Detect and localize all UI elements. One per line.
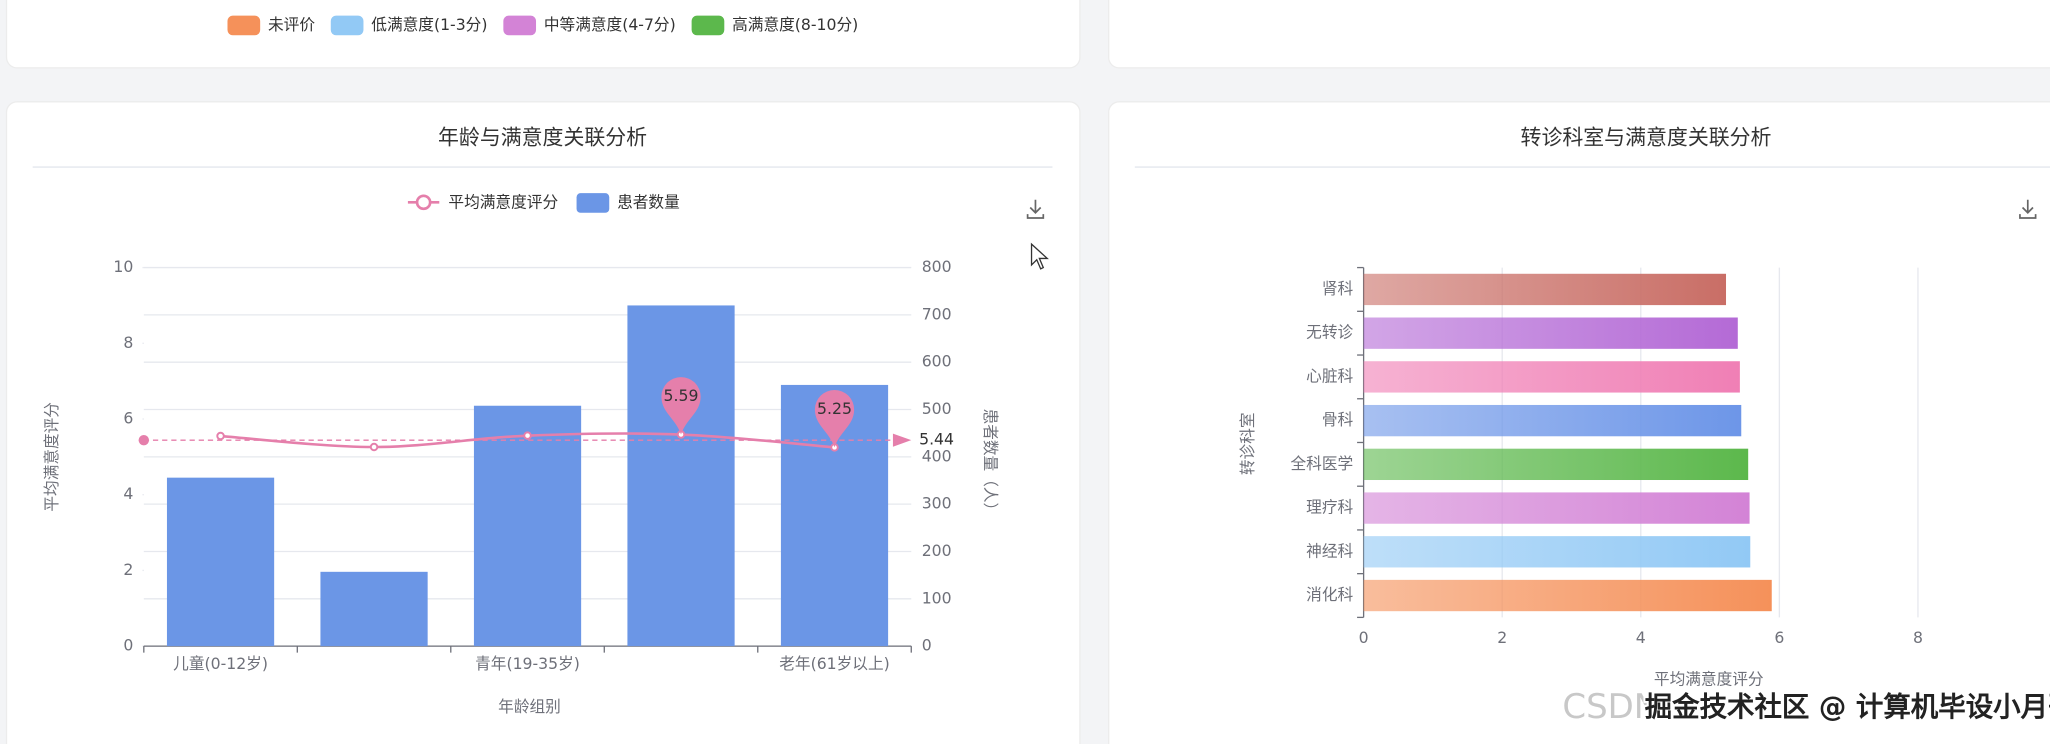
bar <box>166 477 275 647</box>
x-tick-label: 4 <box>1636 628 1646 647</box>
mark-label: 5.25 <box>817 399 852 418</box>
legend-label: 低满意度(1-3分) <box>371 15 487 34</box>
y-tick-label: 骨科 <box>1322 410 1354 429</box>
x-tick-label: 6 <box>1774 628 1784 647</box>
y2-tick-label: 700 <box>922 304 952 323</box>
y-tick-label: 6 <box>123 408 133 427</box>
y2-axis-title: 患者数量（人） <box>981 409 1000 519</box>
card <box>5 0 1081 69</box>
y2-tick-label: 0 <box>922 636 932 655</box>
chart-title: 年龄与满意度关联分析 <box>438 125 647 149</box>
mark-pin <box>661 377 701 435</box>
y-tick-label: 4 <box>123 484 133 503</box>
download-icon <box>1026 199 1045 219</box>
download-button[interactable] <box>1026 199 1045 219</box>
download-icon <box>2019 199 2037 219</box>
cursor <box>1030 242 1049 270</box>
x-tick-label: 2 <box>1497 628 1507 647</box>
bar <box>1363 361 1740 393</box>
y-tick-label: 肾科 <box>1322 279 1354 298</box>
y-tick-label: 8 <box>123 333 133 352</box>
legend-label: 患者数量 <box>617 192 680 211</box>
watermark: 掘金技术社区 @ 计算机毕设小月哥 <box>1645 691 2050 723</box>
average-line-arrow <box>892 433 912 447</box>
y-tick-label: 2 <box>123 560 133 579</box>
y2-tick-label: 200 <box>922 541 952 560</box>
bar <box>1363 536 1751 568</box>
y-tick-label: 无转诊 <box>1306 323 1353 342</box>
legend-label: 平均满意度评分 <box>448 192 558 211</box>
mark-label: 5.59 <box>664 386 699 405</box>
bar <box>627 305 735 647</box>
card <box>1108 0 2050 69</box>
x-tick-label: 儿童(0-12岁) <box>173 654 268 673</box>
bar <box>1363 492 1750 524</box>
bar <box>320 571 428 647</box>
legend: 未评价 低满意度(1-3分) 中等满意度(4-7分) 高满意度(8-10分) <box>227 15 858 36</box>
legend-swatch <box>576 193 610 213</box>
x-axis-title: 年龄组别 <box>498 697 561 716</box>
bar <box>1363 579 1772 612</box>
y-tick-label: 10 <box>113 257 133 276</box>
legend-swatch <box>227 15 261 36</box>
y-tick-label: 神经科 <box>1306 541 1353 560</box>
chart-title: 转诊科室与满意度关联分析 <box>1521 125 1772 149</box>
y-tick-label: 0 <box>123 636 133 655</box>
y2-tick-label: 300 <box>922 494 952 513</box>
x-tick-label: 老年(61岁以上) <box>779 654 890 673</box>
y2-tick-label: 400 <box>922 446 952 465</box>
point <box>216 431 225 441</box>
chart: 年龄与满意度关联分析 0 100 200 300 400 500 600 700 800 0 2 4 6 8… <box>42 125 1000 716</box>
y-tick-label: 理疗科 <box>1306 498 1353 517</box>
average-line-label: 5.44 <box>919 430 954 449</box>
chart: 转诊科室与满意度关联分析 0 2 4 6 8 肾科无转诊心脏科骨科全科医学理疗科神经科消化科… <box>1238 125 1923 688</box>
average-line-start <box>138 434 150 446</box>
watermark: CSDN <box>1562 687 1659 727</box>
bar <box>1363 448 1749 481</box>
x-tick-label: 8 <box>1913 628 1923 647</box>
point <box>523 431 532 440</box>
legend-swatch <box>415 194 432 211</box>
y2-tick-label: 500 <box>922 399 952 418</box>
x-axis-title: 平均满意度评分 <box>1654 670 1764 689</box>
bar <box>1363 404 1742 437</box>
bar <box>1363 317 1738 349</box>
y-axis-title: 转诊科室 <box>1238 413 1257 476</box>
bar <box>1363 273 1727 306</box>
y-tick-label: 消化科 <box>1306 585 1353 604</box>
y2-tick-label: 100 <box>922 588 952 607</box>
y-tick-label: 心脏科 <box>1306 366 1353 385</box>
bar <box>473 405 582 647</box>
legend-swatch <box>691 15 725 36</box>
x-tick-label: 0 <box>1359 628 1369 647</box>
y2-tick-label: 600 <box>922 352 952 371</box>
y2-tick-label: 800 <box>922 257 952 276</box>
legend-label: 未评价 <box>268 15 315 34</box>
download-button[interactable] <box>2019 199 2037 219</box>
legend-swatch <box>330 15 364 36</box>
x-tick-label: 青年(19-35岁) <box>475 654 580 673</box>
legend-label: 高满意度(8-10分) <box>732 15 858 34</box>
y-tick-label: 全科医学 <box>1290 454 1353 473</box>
mark-pin <box>814 389 855 448</box>
y-axis-title: 平均满意度评分 <box>42 402 61 512</box>
legend-label: 中等满意度(4-7分) <box>544 15 676 34</box>
point <box>369 442 379 452</box>
legend-swatch <box>503 15 537 36</box>
